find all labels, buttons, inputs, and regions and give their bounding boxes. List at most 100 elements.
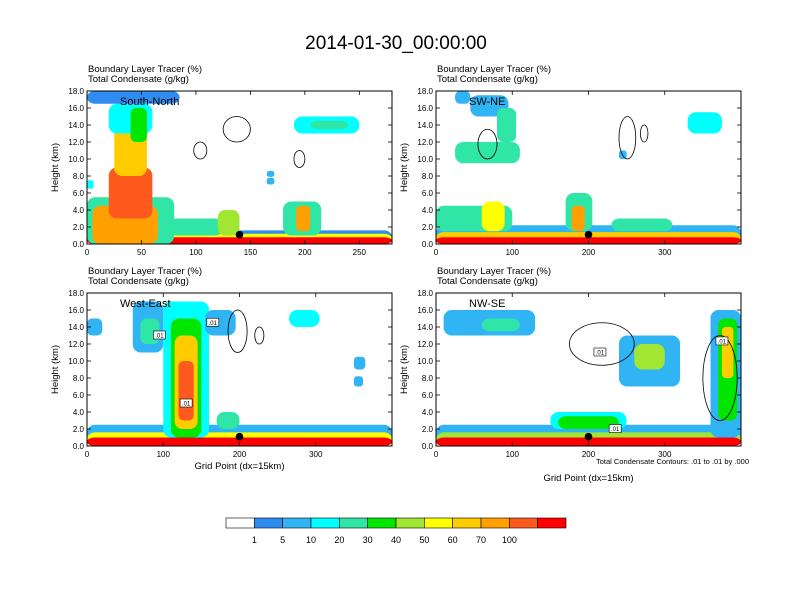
tracer-region — [634, 344, 665, 370]
colorbar-label: 10 — [306, 535, 316, 545]
y-tick-label: 10.0 — [417, 357, 433, 366]
x-tick-label: 200 — [582, 450, 596, 459]
panel-label: West-East — [120, 298, 171, 310]
contour-footnote: Total Condensate Contours: .01 to .01 by… — [596, 457, 749, 466]
y-tick-label: 6.0 — [422, 189, 434, 198]
tracer-region — [481, 318, 520, 332]
y-tick-label: 16.0 — [68, 104, 84, 113]
y-axis-label: Height (km) — [399, 345, 410, 394]
y-tick-label: 0.0 — [422, 240, 434, 249]
contour-label: .01 — [596, 351, 605, 357]
colorbar-label: 60 — [448, 535, 458, 545]
condensate-contour — [618, 116, 637, 160]
tracer-region — [353, 376, 364, 387]
contour-label: .01 — [155, 334, 164, 340]
tracer-region — [353, 356, 366, 370]
y-tick-label: 8.0 — [422, 374, 434, 383]
x-tick-label: 200 — [233, 450, 247, 459]
x-tick-label: 300 — [658, 248, 672, 257]
figure-title: 2014-01-30_00:00:00 — [305, 33, 487, 54]
panel-header-condensate: Total Condensate (g/kg) — [88, 74, 189, 85]
tracer-region — [217, 210, 240, 236]
y-tick-label: 0.0 — [422, 442, 434, 451]
colorbar-swatch — [424, 517, 453, 529]
tracer-region — [289, 310, 320, 327]
colorbar-label: 50 — [419, 535, 429, 545]
panel-nw-se: Boundary Layer Tracer (%)Total Condensat… — [399, 266, 742, 484]
tracer-region — [87, 180, 94, 189]
tracer-region — [481, 201, 505, 232]
tracer-region — [687, 112, 722, 134]
colorbar-swatch — [480, 517, 510, 529]
x-tick-label: 0 — [434, 248, 439, 257]
tracer-region — [266, 170, 275, 177]
contour-label-box — [179, 398, 193, 408]
tracer-region — [216, 412, 240, 429]
y-tick-label: 2.0 — [73, 223, 85, 232]
panel-header-condensate: Total Condensate (g/kg) — [437, 276, 538, 287]
y-tick-label: 8.0 — [73, 172, 85, 181]
y-tick-label: 10.0 — [417, 155, 433, 164]
x-tick-label: 150 — [244, 248, 258, 257]
condensate-contour — [193, 141, 208, 160]
x-tick-label: 100 — [189, 248, 203, 257]
shading — [87, 91, 392, 244]
panel-header-tracer: Boundary Layer Tracer (%) — [437, 64, 551, 75]
panels: Boundary Layer Tracer (%)Total Condensat… — [50, 64, 742, 484]
condensate-contour — [254, 326, 265, 345]
y-tick-label: 0.0 — [73, 240, 85, 249]
y-tick-label: 14.0 — [68, 121, 84, 130]
tracer-region — [310, 120, 349, 130]
y-tick-label: 12.0 — [417, 340, 433, 349]
y-tick-label: 8.0 — [73, 374, 85, 383]
y-tick-label: 18.0 — [68, 289, 84, 298]
y-tick-label: 10.0 — [68, 357, 84, 366]
y-tick-label: 14.0 — [68, 323, 84, 332]
y-axis-label: Height (km) — [399, 143, 410, 192]
y-tick-label: 12.0 — [68, 138, 84, 147]
x-tick-label: 0 — [85, 248, 90, 257]
colorbar-swatch — [339, 517, 368, 529]
colorbar-label: 20 — [334, 535, 344, 545]
y-tick-label: 16.0 — [68, 306, 84, 315]
tracer-region — [619, 150, 627, 159]
y-tick-label: 4.0 — [422, 408, 434, 417]
contour-label-box — [715, 336, 729, 346]
y-tick-label: 6.0 — [422, 391, 434, 400]
tracer-region — [87, 91, 180, 104]
x-tick-label: 50 — [137, 248, 146, 257]
panel-west-east: Boundary Layer Tracer (%)Total Condensat… — [50, 266, 393, 472]
y-tick-label: 2.0 — [422, 223, 434, 232]
y-tick-label: 4.0 — [422, 206, 434, 215]
colorbar-label: 70 — [476, 535, 486, 545]
x-tick-label: 200 — [582, 248, 596, 257]
y-tick-label: 6.0 — [73, 189, 85, 198]
colorbar-swatch — [509, 517, 538, 529]
colorbar-label: 30 — [363, 535, 373, 545]
panel-header-tracer: Boundary Layer Tracer (%) — [88, 64, 202, 75]
colorbar-label: 40 — [391, 535, 401, 545]
panel-header-tracer: Boundary Layer Tracer (%) — [437, 266, 551, 277]
tracer-region — [497, 108, 517, 142]
tracer-region — [558, 416, 619, 429]
panel-south-north: Boundary Layer Tracer (%)Total Condensat… — [50, 64, 393, 257]
location-marker — [235, 432, 244, 441]
shading — [436, 310, 741, 446]
y-tick-label: 12.0 — [417, 138, 433, 147]
x-tick-label: 100 — [506, 248, 520, 257]
contour-label: .01 — [718, 339, 727, 345]
panel-label: SW-NE — [469, 96, 505, 108]
x-tick-label: 100 — [506, 450, 520, 459]
y-tick-label: 4.0 — [73, 408, 85, 417]
panel-label: NW-SE — [469, 298, 505, 310]
colorbar-swatch — [395, 517, 425, 529]
y-tick-label: 10.0 — [68, 155, 84, 164]
colorbar: 1 5 10 20 30 40 50 60 70 100 — [225, 517, 567, 545]
y-tick-label: 12.0 — [68, 340, 84, 349]
y-tick-label: 18.0 — [68, 87, 84, 96]
colorbar-swatch — [310, 517, 340, 529]
location-marker — [584, 230, 593, 239]
y-tick-label: 16.0 — [417, 104, 433, 113]
tracer-region — [611, 218, 673, 232]
